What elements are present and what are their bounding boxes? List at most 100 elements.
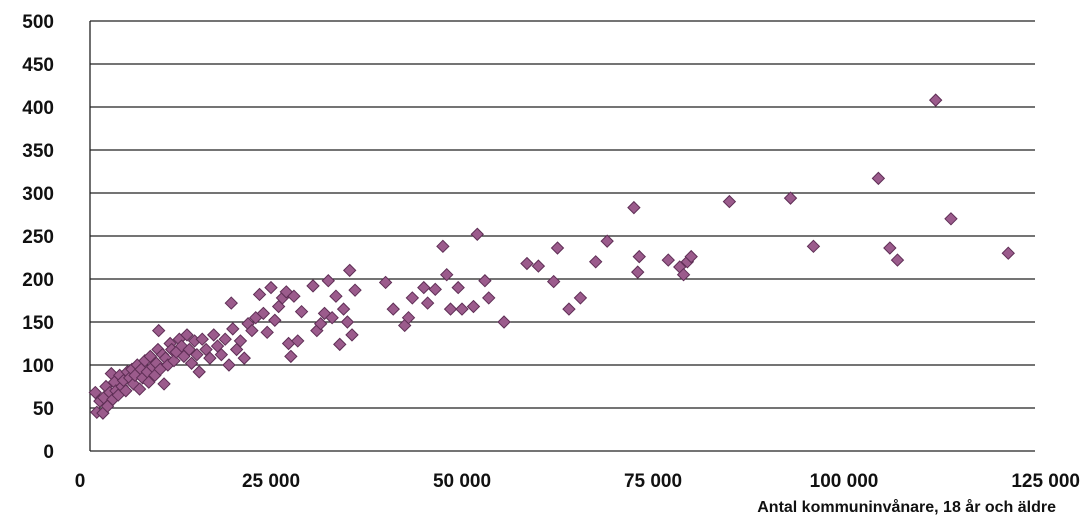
data-point	[291, 334, 305, 348]
data-point	[333, 337, 347, 352]
data-point	[1001, 246, 1015, 260]
data-point	[218, 332, 232, 346]
data-point	[470, 227, 484, 241]
data-point	[195, 332, 209, 346]
y-tick-label: 500	[22, 12, 54, 33]
y-tick-label: 350	[22, 141, 54, 162]
data-point	[214, 347, 229, 362]
data-point	[684, 249, 698, 264]
data-point	[420, 296, 435, 310]
x-tick-label: 25 000	[242, 471, 300, 492]
data-point	[562, 302, 576, 316]
data-point	[256, 306, 271, 321]
data-point	[340, 315, 355, 329]
data-point	[321, 274, 336, 288]
data-point	[722, 194, 737, 209]
data-point	[871, 171, 886, 186]
data-point	[378, 275, 393, 290]
y-tick-label: 200	[22, 270, 54, 291]
data-point	[440, 267, 454, 282]
data-point	[428, 282, 442, 297]
data-point	[405, 291, 420, 305]
data-point	[268, 313, 282, 327]
data-point	[329, 289, 343, 303]
data-point	[482, 291, 496, 305]
data-point	[151, 323, 166, 338]
data-points	[88, 93, 1015, 420]
x-tick-label: 100 000	[810, 471, 879, 492]
data-point	[190, 347, 204, 362]
data-point	[119, 384, 133, 398]
data-point	[546, 274, 561, 289]
x-tick-label: 50 000	[433, 471, 491, 492]
x-tick-label: 0	[75, 471, 86, 492]
y-axis-ticks: 0 50 100 150 200 250 300 350 400 450 500	[22, 12, 54, 463]
data-point	[478, 274, 492, 288]
data-point	[627, 200, 641, 215]
data-point	[203, 351, 217, 365]
data-point	[233, 334, 248, 348]
data-point	[88, 385, 102, 400]
data-point	[260, 325, 274, 340]
y-tick-label: 300	[22, 184, 54, 205]
data-point	[192, 365, 206, 379]
data-point	[224, 296, 238, 310]
y-tick-label: 150	[22, 313, 54, 334]
data-point	[184, 356, 199, 370]
data-point	[890, 253, 905, 267]
y-tick-label: 400	[22, 98, 54, 119]
y-tick-label: 50	[33, 399, 54, 420]
data-point	[336, 302, 351, 316]
y-tick-label: 450	[22, 55, 54, 76]
data-point	[451, 280, 465, 295]
data-point	[252, 287, 267, 302]
data-point	[325, 310, 339, 325]
data-point	[294, 304, 309, 319]
data-point	[417, 280, 431, 295]
data-point	[631, 265, 645, 279]
data-point	[531, 259, 546, 273]
data-point	[284, 349, 298, 364]
data-point	[245, 323, 259, 338]
data-point	[883, 241, 897, 255]
data-point	[180, 328, 194, 342]
x-tick-label: 125 000	[1011, 471, 1080, 492]
data-point	[237, 351, 251, 365]
data-point	[600, 234, 614, 248]
data-point	[342, 263, 357, 278]
data-point	[520, 256, 534, 271]
data-point	[944, 212, 958, 226]
data-point	[676, 267, 691, 282]
data-point	[783, 191, 798, 205]
y-tick-label: 0	[43, 442, 54, 463]
data-point	[573, 291, 588, 305]
data-point	[226, 322, 240, 336]
data-point	[928, 93, 943, 107]
data-point	[206, 328, 221, 342]
data-point	[348, 283, 362, 297]
data-point	[550, 241, 565, 255]
data-point	[157, 377, 171, 391]
data-point	[497, 315, 511, 329]
data-point	[806, 239, 821, 254]
data-point	[443, 302, 458, 316]
data-point	[313, 317, 328, 331]
data-point	[661, 253, 675, 267]
data-point	[632, 249, 646, 264]
data-point	[287, 289, 301, 303]
data-point	[466, 299, 481, 314]
data-point	[132, 382, 147, 396]
x-axis-label: Antal kommuninvånare, 18 år och äldre	[757, 498, 1056, 516]
gridlines	[89, 20, 1035, 452]
data-point	[436, 239, 450, 254]
data-point	[401, 310, 416, 325]
data-point	[345, 328, 359, 342]
data-point	[142, 375, 156, 389]
data-point	[264, 280, 278, 295]
data-point	[222, 358, 236, 372]
data-point	[455, 302, 469, 316]
data-point	[588, 255, 603, 269]
x-tick-label: 75 000	[624, 471, 682, 492]
data-point	[306, 279, 320, 293]
